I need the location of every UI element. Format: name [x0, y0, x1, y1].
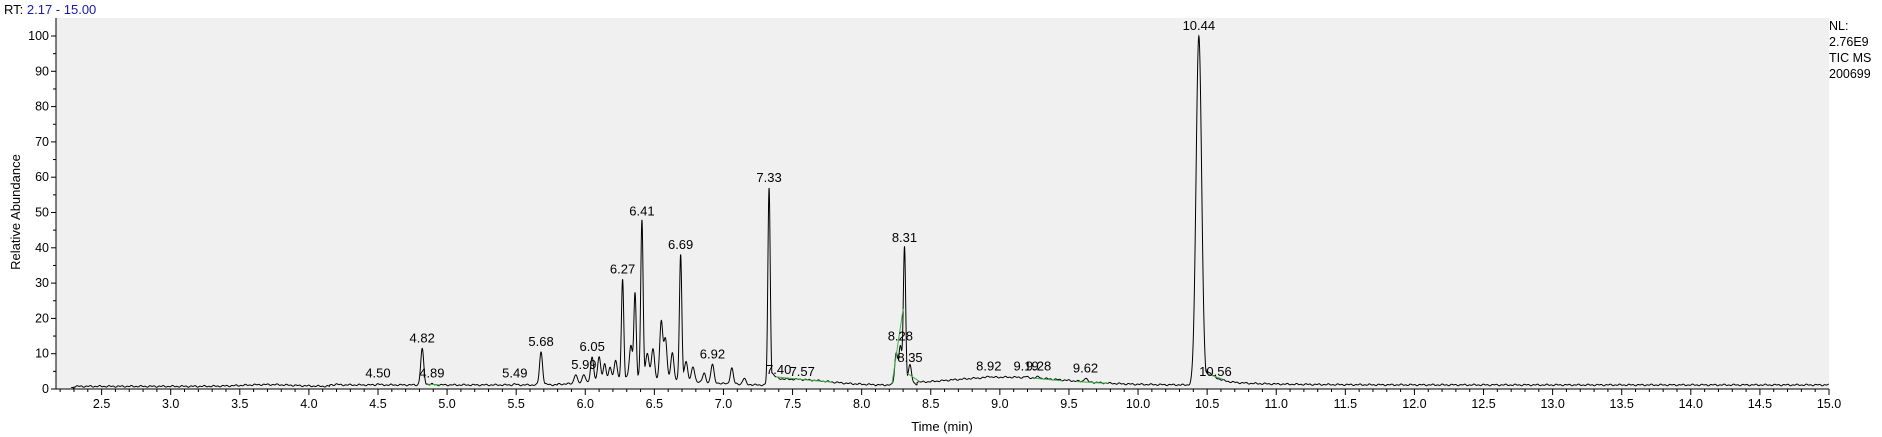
baseline-marks [427, 308, 1224, 386]
peak-label: 6.69 [668, 237, 693, 252]
y-tick-label: 70 [35, 135, 49, 149]
x-tick-label: 5.0 [438, 397, 455, 411]
x-tick-label: 11.5 [1334, 397, 1357, 411]
peak-baseline-mark [1206, 373, 1224, 381]
normalization-info: NL: 2.76E9 TIC MS 200699 [1829, 18, 1871, 82]
peak-label: 10.56 [1199, 364, 1232, 379]
peak-label: 8.92 [976, 359, 1001, 374]
rt-prefix: RT: [4, 2, 24, 17]
x-tick-label: 14.0 [1679, 397, 1703, 411]
y-tick-label: 10 [35, 347, 49, 361]
peak-label: 7.57 [790, 364, 815, 379]
rt-range-header: RT: 2.17 - 15.00 [4, 2, 96, 17]
x-tick-label: 6.0 [577, 397, 594, 411]
peak-label: 8.35 [897, 350, 922, 365]
x-tick-label: 12.0 [1402, 397, 1426, 411]
peak-label: 9.28 [1026, 359, 1051, 374]
y-tick-label: 100 [28, 29, 49, 43]
x-tick-label: 3.0 [162, 397, 179, 411]
x-tick-label: 9.5 [1060, 397, 1077, 411]
scan-type: TIC MS [1829, 51, 1872, 65]
peak-label: 6.92 [700, 346, 725, 361]
peak-baseline-mark [799, 378, 832, 383]
peak-label: 7.33 [756, 170, 781, 185]
nl-value: 2.76E9 [1829, 35, 1869, 49]
trace-layer [71, 34, 1829, 390]
peak-baseline-mark [906, 372, 920, 383]
x-tick-label: 10.0 [1126, 397, 1150, 411]
peak-label: 10.44 [1183, 18, 1216, 33]
peak-label: 8.31 [892, 230, 917, 245]
peak-label: 5.99 [571, 357, 596, 372]
x-tick-label: 13.5 [1610, 397, 1634, 411]
y-tick-label: 80 [35, 100, 49, 114]
x-tick-label: 4.0 [300, 397, 317, 411]
y-tick-label: 60 [35, 170, 49, 184]
peak-baseline-mark [1075, 380, 1108, 384]
peak-label: 9.19 [1013, 359, 1038, 374]
sample-id: 200699 [1829, 67, 1871, 81]
x-tick-label: 3.5 [231, 397, 248, 411]
y-tick-label: 50 [35, 206, 49, 220]
y-tick-label: 20 [35, 311, 49, 325]
x-tick-label: 10.5 [1195, 397, 1219, 411]
tic-trace [71, 34, 1829, 390]
peak-baseline-mark [427, 383, 441, 386]
x-tick-label: 7.5 [784, 397, 801, 411]
x-tick-label: 15.0 [1817, 397, 1841, 411]
y-tick-label: 0 [42, 382, 49, 396]
peak-label: 4.82 [410, 330, 435, 345]
peak-baseline-mark [891, 308, 904, 384]
x-tick-label: 9.0 [991, 397, 1008, 411]
peak-baseline-mark [775, 376, 800, 380]
peak-label: 6.05 [580, 339, 605, 354]
peak-baseline-mark [1034, 377, 1063, 382]
x-tick-label: 8.5 [922, 397, 939, 411]
peak-label: 5.49 [502, 366, 527, 381]
rt-range-value: 2.17 - 15.00 [26, 2, 97, 17]
x-tick-label: 13.0 [1540, 397, 1564, 411]
x-tick-label: 8.0 [853, 397, 870, 411]
x-tick-label: 4.5 [369, 397, 386, 411]
x-tick-label: 5.5 [507, 397, 524, 411]
x-tick-label: 2.5 [93, 397, 110, 411]
axes: 0 10 20 30 40 50 60 70 80 90 100 2.5 3.0 3.5 4.0 4.5 5.0… [28, 18, 1841, 411]
plot-area [56, 18, 1829, 389]
y-axis-title: Relative Abundance [8, 154, 23, 270]
peak-label: 9.62 [1073, 360, 1098, 375]
x-tick-label: 7.0 [715, 397, 732, 411]
peak-label: 4.89 [419, 366, 444, 381]
peak-label: 7.40 [766, 362, 791, 377]
peak-label: 4.50 [365, 366, 390, 381]
x-tick-label: 11.0 [1265, 397, 1288, 411]
nl-label: NL: [1829, 19, 1849, 33]
x-tick-label: 6.5 [646, 397, 663, 411]
x-tick-label: 14.5 [1748, 397, 1772, 411]
y-tick-label: 90 [35, 64, 49, 78]
peak-label: 6.41 [629, 203, 654, 218]
peak-label: 6.27 [610, 262, 635, 277]
y-tick-label: 40 [35, 241, 49, 255]
x-axis-title: Time (min) [911, 419, 973, 434]
y-tick-label: 30 [35, 276, 49, 290]
x-tick-label: 12.5 [1471, 397, 1495, 411]
peak-labels: 4.50 4.82 4.89 5.49 5.68 5.99 6.05 6.27 6.41 6.69… [365, 18, 1231, 381]
peak-label: 5.68 [528, 334, 553, 349]
peak-label: 8.28 [888, 329, 913, 344]
